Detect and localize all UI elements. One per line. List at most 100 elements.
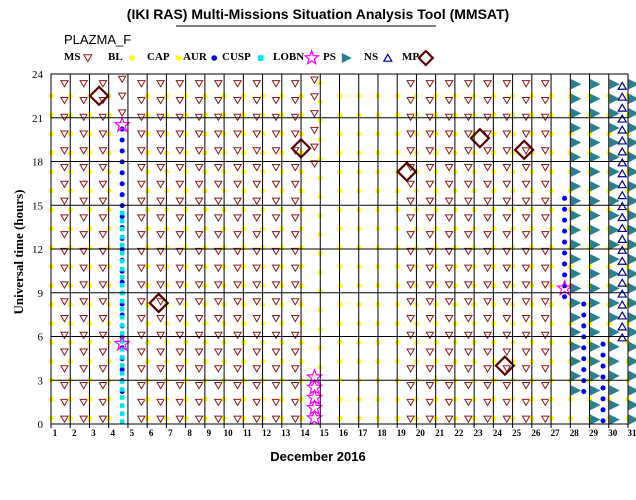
ns-point	[617, 168, 628, 178]
ps-point	[628, 122, 636, 134]
ms-point	[406, 348, 416, 357]
ms-point	[502, 214, 512, 222]
ps-point	[628, 356, 636, 367]
ms-point	[98, 247, 108, 256]
ms-point	[175, 348, 185, 357]
ms-point	[252, 382, 262, 390]
aur-point	[600, 352, 606, 358]
ps-point	[609, 370, 620, 382]
ms-point	[425, 365, 435, 373]
ms-point	[136, 348, 146, 357]
ms-point	[175, 415, 185, 424]
ms-point	[406, 180, 416, 189]
ms-point	[463, 398, 473, 407]
ms-point	[252, 164, 262, 172]
ms-point	[156, 80, 166, 88]
ms-point	[98, 130, 108, 139]
x-tick-label: 29	[589, 428, 599, 438]
ms-point	[290, 398, 300, 407]
x-tick-label: 8	[187, 428, 192, 438]
ms-point	[425, 298, 435, 306]
ms-point	[463, 281, 473, 290]
ms-point	[540, 80, 550, 88]
chart-subtitle: PLAZMA_F	[64, 32, 131, 47]
ps-point	[570, 224, 582, 236]
ms-point	[136, 147, 146, 155]
ms-point	[59, 348, 69, 357]
ms-point	[521, 348, 531, 357]
ms-point	[98, 147, 108, 155]
ms-point	[483, 180, 493, 189]
ps-point	[570, 181, 582, 192]
ms-point	[136, 398, 146, 407]
ms-point	[175, 314, 185, 323]
ms-point	[233, 331, 243, 340]
mp-point	[88, 85, 110, 107]
ms-point	[483, 96, 493, 105]
ps-point	[609, 239, 620, 250]
ms-point	[463, 382, 473, 390]
aur-point	[562, 217, 568, 223]
aur-point	[119, 170, 125, 176]
ms-point	[59, 214, 69, 222]
ms-point	[252, 180, 262, 189]
ms-point	[233, 415, 243, 424]
ms-point	[233, 365, 243, 373]
ms-point	[502, 382, 512, 390]
ms-point	[521, 365, 531, 373]
ms-point	[156, 197, 166, 206]
legend: MS BL CAP AUR CUSP LOBN PS NS MP	[64, 49, 435, 67]
ms-point	[502, 281, 512, 290]
ms-point	[271, 231, 281, 239]
ms-point	[483, 264, 493, 273]
ps-point	[609, 341, 620, 352]
ms-point	[425, 348, 435, 357]
ms-point	[406, 96, 416, 105]
legend-label-aur: AUR	[183, 51, 208, 63]
ms-point	[79, 365, 89, 373]
y-tick-label: 0	[38, 419, 44, 431]
ms-point	[213, 314, 223, 323]
ns-point	[617, 234, 628, 243]
aur-point	[562, 272, 568, 278]
ms-point	[136, 80, 146, 88]
ms-point	[98, 281, 108, 290]
cusp-point	[119, 218, 125, 224]
ms-point	[252, 348, 262, 357]
ms-point	[79, 415, 89, 424]
ms-point	[406, 331, 416, 340]
ms-point	[156, 214, 166, 222]
ms-point	[252, 365, 262, 373]
ps-point	[590, 195, 601, 207]
ms-point	[463, 331, 473, 340]
ms-point	[502, 130, 512, 139]
ps-point	[590, 326, 601, 338]
legend-marker-cap	[175, 55, 181, 61]
ms-point	[271, 348, 281, 357]
aur-point	[600, 374, 606, 380]
ps-point	[628, 181, 636, 192]
ps-point	[590, 224, 601, 236]
aur-point	[562, 294, 568, 300]
ms-point	[406, 130, 416, 139]
ms-point	[444, 415, 454, 424]
ms-point	[233, 197, 243, 206]
legend-label-ps: PS	[323, 51, 336, 63]
ms-point	[175, 180, 185, 189]
ms-point	[540, 314, 550, 323]
ms-point	[521, 382, 531, 390]
ms-point	[521, 80, 531, 88]
ms-point	[502, 80, 512, 88]
cusp-point	[119, 355, 125, 360]
x-tick-label: 3	[91, 428, 96, 438]
aur-point	[600, 418, 606, 424]
ps-point	[609, 79, 620, 90]
ms-point	[502, 314, 512, 323]
ms-point	[483, 247, 493, 256]
ms-point	[425, 281, 435, 290]
ms-point	[117, 92, 127, 101]
aur-point	[562, 206, 568, 212]
ms-point	[521, 331, 531, 340]
ms-point	[425, 130, 435, 139]
ms-point	[213, 298, 223, 306]
